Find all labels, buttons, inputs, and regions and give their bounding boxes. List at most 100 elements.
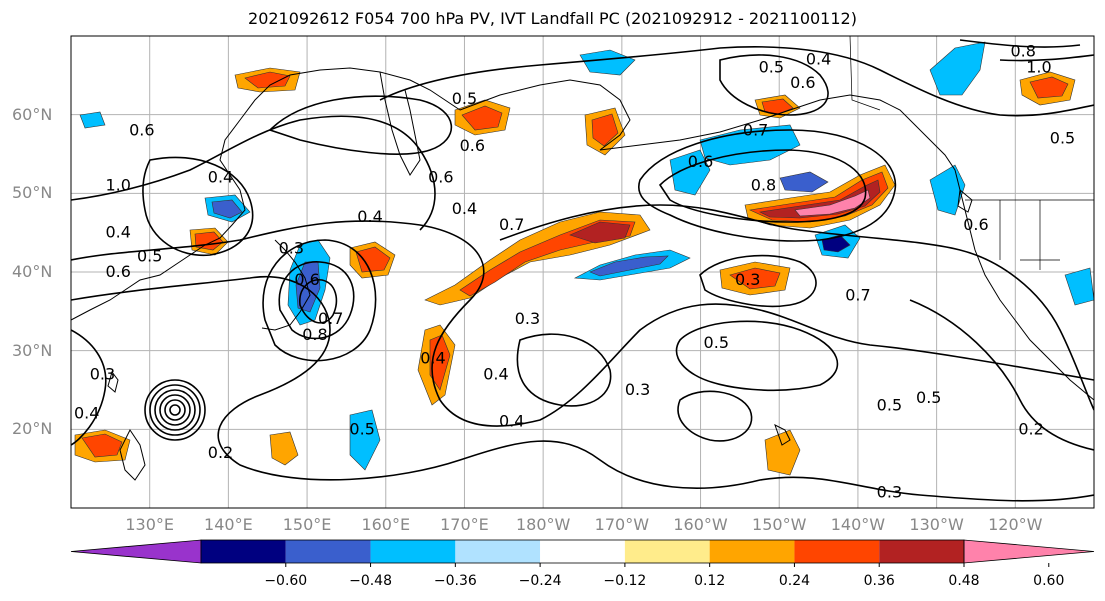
- shade-goa-royal: [779, 171, 829, 193]
- shade-wpac-blue: [349, 409, 381, 471]
- contour-label: 0.8: [1010, 42, 1035, 61]
- longitude-label: 120°W: [988, 515, 1043, 534]
- colorbar-tick-label: −0.48: [349, 573, 392, 589]
- longitude-label: 140°W: [830, 515, 886, 534]
- contour-label: 1.0: [105, 175, 130, 194]
- contour-label: 0.3: [279, 238, 304, 257]
- shade-goa-blue: [699, 124, 801, 166]
- coast-taiwan: [107, 370, 119, 393]
- contour-label: 0.4: [357, 207, 382, 226]
- colorbar-segment: [879, 540, 964, 563]
- contour-label: 0.4: [499, 411, 524, 430]
- contour-label: 0.4: [806, 50, 831, 69]
- longitude-label: 170°W: [594, 515, 650, 534]
- contour-label: 0.5: [137, 246, 162, 265]
- coast-vancouver: [957, 189, 973, 213]
- contour-label: 0.5: [704, 333, 729, 352]
- ivt-contours: [71, 39, 1094, 502]
- shade-sub-red: [729, 267, 781, 290]
- border-alaska-canada: [849, 36, 881, 111]
- shade-darkred-band: [569, 221, 631, 244]
- longitude-label: 160°W: [673, 515, 728, 534]
- contour-labels: 0.40.60.50.60.30.70.50.50.50.30.70.70.80…: [74, 42, 1075, 502]
- contour-label: 0.4: [74, 404, 99, 423]
- colorbar-tick-label: 0.60: [1033, 573, 1065, 589]
- contour-label: 0.6: [688, 152, 713, 171]
- contour-label: 0.6: [963, 215, 988, 234]
- shade-ne-pink: [794, 189, 871, 217]
- shade-wpac-orange: [269, 431, 299, 466]
- shade-hawaii-orange: [764, 429, 801, 476]
- colorbar-tick-label: 0.24: [778, 573, 811, 589]
- border-states: [999, 200, 1060, 270]
- colorbar-segment: [540, 540, 625, 563]
- longitude-label: 170°E: [440, 515, 489, 534]
- contour-label: 0.3: [735, 270, 760, 289]
- contour-label: 0.3: [625, 380, 650, 399]
- latitude-label: 40°N: [12, 262, 53, 281]
- contour-label: 0.7: [743, 120, 768, 139]
- shade-kamchatka-red: [244, 71, 291, 89]
- shade-westcoast-blue: [1064, 267, 1094, 306]
- longitude-label: 130°E: [125, 515, 175, 534]
- shade-alaska-blue: [929, 41, 986, 96]
- shade-alaskan-red: [1029, 76, 1069, 99]
- shade-bering-red: [591, 113, 619, 147]
- contour-label: 0.6: [428, 168, 453, 187]
- colorbar-frame: [200, 539, 965, 564]
- colorbar-segment: [370, 540, 456, 563]
- colorbar-segment: [201, 540, 286, 563]
- contour-label: 0.3: [515, 309, 540, 328]
- latitude-label: 30°N: [12, 340, 53, 360]
- colorbar-segment: [624, 540, 710, 563]
- contour-label: 0.3: [877, 482, 902, 501]
- latitude-label: 50°N: [12, 183, 53, 203]
- colorbar-tick-label: −0.60: [264, 573, 308, 589]
- longitude-label: 140°E: [204, 515, 253, 534]
- shade-sakhalin-royal: [211, 199, 243, 219]
- contour-label: 0.5: [916, 388, 941, 407]
- shade-royal-streak: [589, 255, 669, 277]
- typhoon-rings: [144, 379, 206, 441]
- shade-coast-blue: [929, 164, 966, 216]
- shade-scs-red: [81, 433, 123, 458]
- contour-label: 0.5: [759, 57, 784, 76]
- colorbar-tick-label: −0.36: [433, 573, 477, 589]
- contour-label: 0.4: [452, 199, 477, 218]
- coast-kamchatka: [379, 71, 421, 176]
- shade-west-blue: [579, 49, 636, 76]
- map-frame: [70, 35, 1095, 509]
- shade-japan-red: [355, 246, 391, 273]
- colorbar-segment: [794, 540, 880, 563]
- colorbar-extend-low: [70, 539, 202, 564]
- contour-label: 0.2: [208, 443, 233, 462]
- latitude-label: 20°N: [12, 419, 53, 439]
- contour-label: 0.6: [790, 73, 815, 92]
- contour-label: 0.4: [208, 168, 233, 187]
- map-title: 2021092612 F054 700 hPa PV, IVT Landfall…: [248, 9, 857, 28]
- coast-hawaii: [774, 424, 791, 446]
- contour-label: 0.4: [105, 223, 130, 242]
- colorbar-extend-high: [963, 539, 1095, 564]
- colorbar-segment: [455, 540, 541, 563]
- contour-label: 0.5: [349, 419, 374, 438]
- contour-label: 0.4: [483, 364, 508, 383]
- coast-philippines: [119, 429, 146, 481]
- contour-label: 0.6: [105, 262, 130, 281]
- contour-label: 0.5: [452, 89, 477, 108]
- colorbar-tick-label: 0.12: [694, 573, 726, 589]
- colorbar-segment: [285, 540, 371, 563]
- longitude-label: 180°W: [515, 515, 571, 534]
- contour-label: 0.3: [90, 364, 115, 383]
- contour-label: 0.6: [294, 270, 319, 289]
- colorbar-tick-label: −0.24: [518, 573, 562, 589]
- colorbar-tick-label: −0.12: [603, 573, 647, 589]
- colorbar: [70, 539, 1095, 567]
- coast-bering: [459, 79, 631, 151]
- gridlines: [71, 36, 1094, 508]
- latitude-label: 60°N: [12, 104, 53, 124]
- colorbar-segment: [709, 540, 795, 563]
- contour-label: 0.8: [751, 175, 776, 194]
- longitude-label: 130°W: [909, 515, 964, 534]
